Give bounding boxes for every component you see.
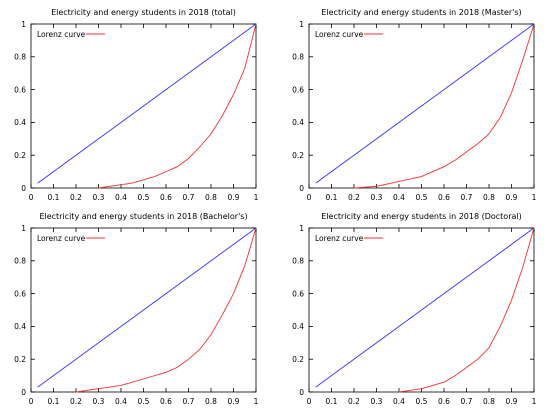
x-tick-label: 0.3 [371,193,383,202]
lorenz-curve-line [98,23,257,189]
y-tick-label: 0.4 [292,118,304,127]
y-tick-label: 0 [21,388,26,397]
y-tick-label: 0.4 [14,322,26,331]
x-tick-label: 0 [307,193,312,202]
x-tick-label: 0.7 [461,193,473,202]
x-tick-label: 0.6 [160,397,172,406]
y-tick-label: 0 [299,184,304,193]
legend-label: Lorenz curve [37,30,86,39]
x-tick-label: 0.8 [483,397,495,406]
legend-label: Lorenz curve [315,30,364,39]
x-tick-label: 0 [29,193,34,202]
x-tick-label: 0.4 [115,193,127,202]
y-tick-label: 1 [21,20,26,29]
x-tick-label: 0.3 [93,193,105,202]
y-tick-label: 0.2 [292,355,304,364]
x-tick-label: 0.9 [506,193,518,202]
x-tick-label: 0.6 [438,397,450,406]
y-tick-label: 0.8 [14,257,26,266]
x-tick-label: 0.6 [438,193,450,202]
y-tick-label: 0.2 [292,151,304,160]
chart-title: Electricity and energy students in 2018 … [39,212,247,221]
y-tick-label: 0.8 [292,257,304,266]
equality-line [315,227,535,388]
x-tick-label: 0.9 [506,397,518,406]
chart-title: Electricity and energy students in 2018 … [321,212,521,221]
x-tick-label: 0.1 [48,193,60,202]
y-tick-label: 0.4 [14,118,26,127]
lorenz-curve-line [353,23,535,189]
x-tick-label: 0.5 [416,397,428,406]
x-tick-label: 0.4 [115,397,127,406]
y-tick-label: 1 [299,224,304,233]
x-tick-label: 0.1 [48,397,60,406]
chart-title: Electricity and energy students in 2018 … [51,8,236,17]
x-tick-label: 1 [254,397,259,406]
x-tick-label: 0.1 [326,193,338,202]
chart-panel-2: Electricity and energy students in 2018 … [292,8,537,202]
equality-line [315,23,535,184]
x-tick-label: 0.5 [138,397,150,406]
legend-label: Lorenz curve [315,234,364,243]
x-tick-label: 1 [254,193,259,202]
y-tick-label: 0 [21,184,26,193]
x-tick-label: 0.3 [93,397,105,406]
x-tick-label: 0.4 [393,193,405,202]
x-tick-label: 0.9 [228,193,240,202]
legend-label: Lorenz curve [37,234,86,243]
chart-panel-4: Electricity and energy students in 2018 … [292,212,537,406]
y-tick-label: 0.6 [14,85,26,94]
y-tick-label: 0 [299,388,304,397]
x-tick-label: 0.2 [70,193,82,202]
chart-title: Electricity and energy students in 2018 … [321,8,521,17]
x-tick-label: 0.1 [326,397,338,406]
y-tick-label: 0.8 [14,53,26,62]
equality-line [37,227,257,388]
y-tick-label: 0.6 [14,289,26,298]
x-tick-label: 0.2 [348,193,360,202]
x-tick-label: 0 [307,397,312,406]
x-tick-label: 1 [532,193,537,202]
x-tick-label: 0.3 [371,397,383,406]
x-tick-label: 0.8 [205,397,217,406]
x-tick-label: 0.6 [160,193,172,202]
lorenz-curve-line [75,227,257,393]
chart-panel-1: Electricity and energy students in 2018 … [14,8,259,202]
y-tick-label: 1 [21,224,26,233]
x-tick-label: 0 [29,397,34,406]
x-tick-label: 0.9 [228,397,240,406]
lorenz-curve-line [398,227,535,393]
y-tick-label: 0.4 [292,322,304,331]
x-tick-label: 0.7 [183,193,195,202]
x-tick-label: 1 [532,397,537,406]
y-tick-label: 1 [299,20,304,29]
x-tick-label: 0.2 [348,397,360,406]
equality-line [37,23,257,184]
x-tick-label: 0.7 [461,397,473,406]
y-tick-label: 0.6 [292,85,304,94]
x-tick-label: 0.5 [416,193,428,202]
x-tick-label: 0.4 [393,397,405,406]
y-tick-label: 0.8 [292,53,304,62]
x-tick-label: 0.2 [70,397,82,406]
y-tick-label: 0.2 [14,151,26,160]
y-tick-label: 0.6 [292,289,304,298]
chart-panel-3: Electricity and energy students in 2018 … [14,212,259,406]
x-tick-label: 0.5 [138,193,150,202]
x-tick-label: 0.8 [205,193,217,202]
y-tick-label: 0.2 [14,355,26,364]
x-tick-label: 0.7 [183,397,195,406]
x-tick-label: 0.8 [483,193,495,202]
